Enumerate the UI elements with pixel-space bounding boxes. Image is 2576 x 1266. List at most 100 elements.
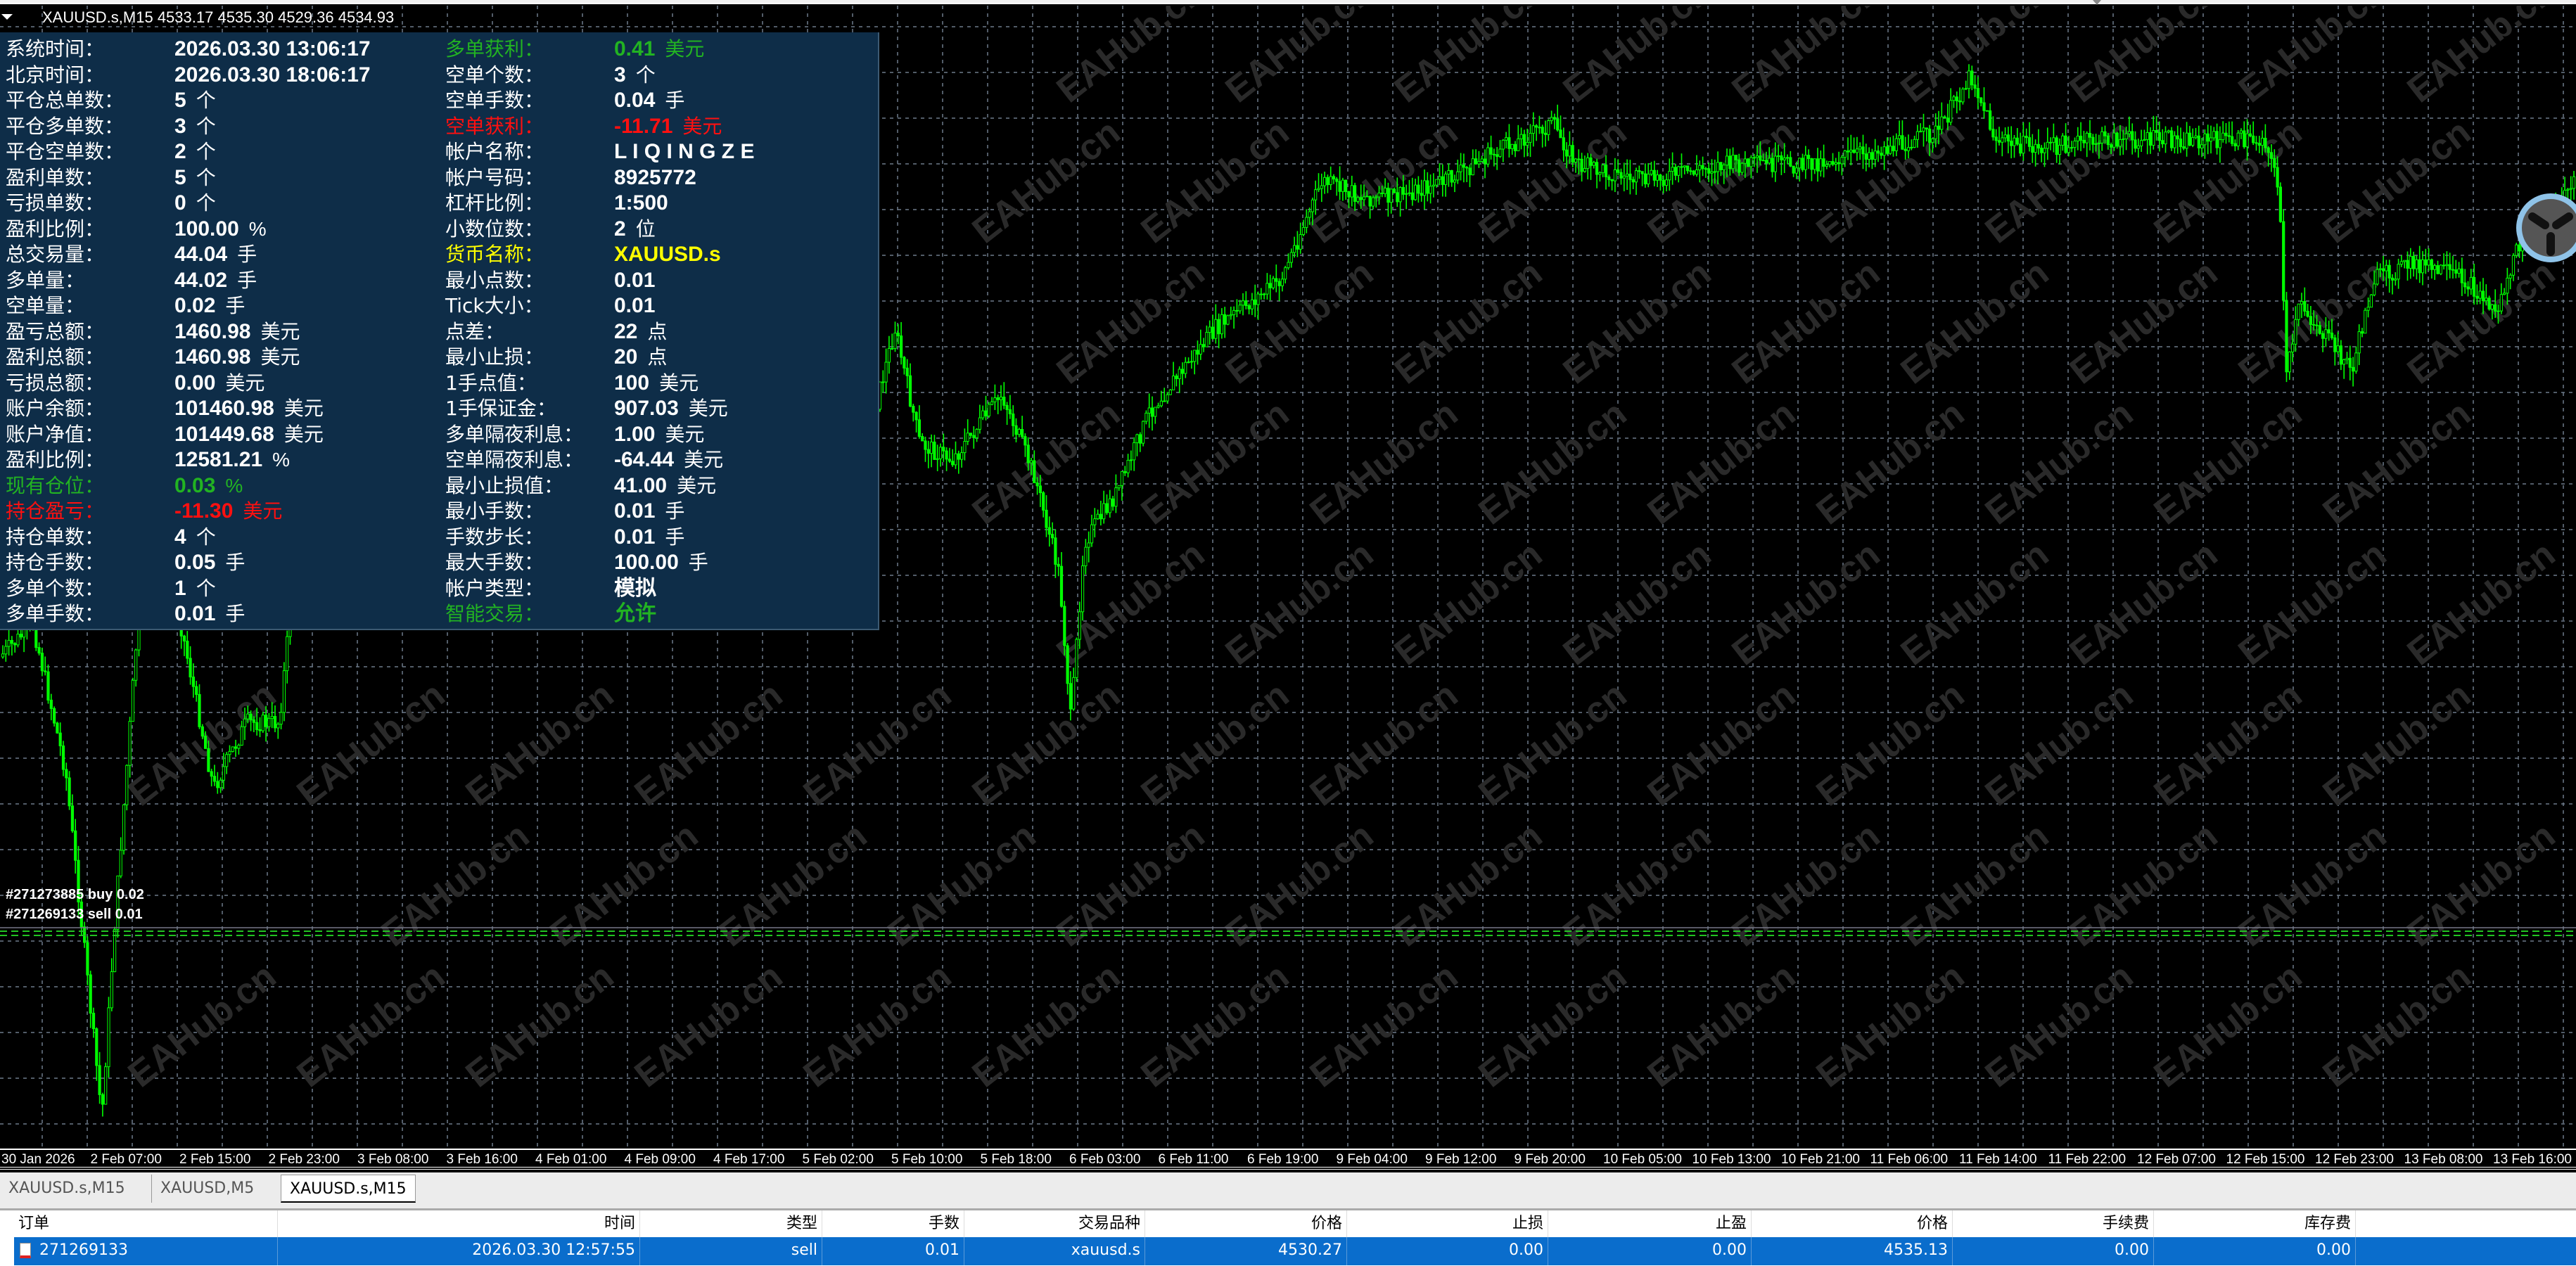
column-header[interactable]: 止盈 [1548, 1210, 1752, 1237]
watermark-text: EAHub.cn [290, 674, 452, 814]
candle-body [924, 440, 927, 450]
column-header[interactable]: 手数 [822, 1210, 964, 1237]
info-row: 账户净值： 101449.68 美元 [6, 422, 442, 447]
candle-body [1607, 176, 1611, 180]
table-row[interactable]: 271269133 2026.03.30 12:57:55 sell 0.01 xauu… [14, 1237, 2576, 1265]
candle-body [1069, 683, 1073, 710]
watermark-text: EAHub.cn [2316, 674, 2478, 814]
column-header[interactable]: 交易品种 [964, 1210, 1145, 1237]
candle-body [2027, 137, 2032, 147]
candle-body [1014, 425, 1018, 435]
candle-body [1301, 226, 1306, 235]
candle-body [1686, 165, 1690, 172]
candle-body [1617, 169, 1620, 173]
column-header[interactable]: 时间 [278, 1210, 640, 1237]
candle-body [1931, 138, 1934, 143]
candle-body [79, 901, 83, 928]
info-value: 1460.98 美元 [174, 320, 300, 344]
unit-text: 手 [237, 269, 257, 291]
chart-shift-marker-icon[interactable] [2093, 0, 2101, 5]
column-header[interactable]: 订单 [14, 1210, 278, 1237]
column-header[interactable]: 类型 [640, 1210, 822, 1237]
candle-body [1943, 116, 1946, 119]
time-axis-label: 9 Feb 12:00 [1425, 1152, 1497, 1167]
candle-body [1640, 171, 1644, 174]
candle-body [908, 375, 912, 407]
info-value: 22 点 [614, 320, 667, 344]
time-axis-label: 2 Feb 15:00 [179, 1152, 251, 1167]
info-value: -11.71 美元 [614, 115, 722, 139]
info-label: 空单隔夜利息： [445, 448, 584, 471]
value-text: 0.04 [614, 89, 656, 112]
ea-info-panel: 系统时间： 2026.03.30 13:06:17 北京时间： 2026.03.30 … [0, 32, 879, 630]
candle-body [1952, 96, 1956, 101]
trade-label: #271269133 sell 0.01 [6, 907, 143, 922]
info-row: 现有仓位： 0.03% [6, 473, 442, 499]
table-cell: 271269133 [14, 1237, 278, 1265]
candle-body [1096, 513, 1099, 520]
watermark-text: EAHub.cn [2231, 534, 2394, 674]
value-text: L I Q I N G Z E [614, 140, 755, 163]
time-axis-label: 11 Feb 14:00 [1959, 1152, 2037, 1167]
time-axis-label: 5 Feb 02:00 [802, 1152, 874, 1167]
candle-body [1834, 162, 1837, 165]
tab-xauusd-m5[interactable]: XAUUSD,M5 [151, 1175, 262, 1203]
candle-body [2164, 132, 2167, 145]
candle-body [1005, 404, 1009, 410]
tab-xauusd-s-m15[interactable]: XAUUSD.s,M15 [8, 1179, 125, 1197]
candle-body [1, 653, 5, 658]
watermark-text: EAHub.cn [1134, 674, 1296, 814]
column-header[interactable]: 手续费 [1953, 1210, 2154, 1237]
table-cell: 2026.03.30 12:57:55 [278, 1237, 640, 1265]
candle-body [2085, 132, 2089, 143]
candle-body [1794, 167, 1799, 174]
info-row: 最小止损值： 41.00 美元 [445, 473, 881, 499]
column-header[interactable]: 价格 [1752, 1210, 1953, 1237]
candle-body [1913, 139, 1916, 148]
time-axis-label: 9 Feb 04:00 [1336, 1152, 1408, 1167]
column-header[interactable]: 价格 [1145, 1210, 1347, 1237]
tab-xauusd-s-m15-active[interactable]: XAUUSD.s,M15 [281, 1175, 416, 1203]
info-label: 账户余额： [6, 397, 105, 420]
candle-body [2248, 133, 2252, 136]
unit-text: 个 [635, 63, 656, 86]
candle-body [1747, 158, 1750, 167]
watermark-text: EAHub.cn [374, 815, 537, 955]
candle-body [2503, 293, 2506, 295]
candle-body [1398, 186, 1402, 203]
watermark-text: EAHub.cn [1303, 956, 1465, 1096]
candle-body [1326, 177, 1330, 186]
candle-body [1332, 176, 1336, 180]
table-cell: 0.00 [1347, 1237, 1548, 1265]
info-label: 空单手数： [445, 89, 544, 112]
watermark-text: EAHub.cn [1978, 956, 2141, 1096]
candle-body [2043, 148, 2046, 153]
candle-body [2252, 135, 2255, 143]
candle-body [1722, 165, 1726, 170]
candle-body [261, 715, 264, 731]
candle-body [2245, 133, 2249, 148]
info-label: 多单量： [6, 268, 85, 292]
unit-text: 个 [196, 89, 216, 111]
value-text: 22 [614, 319, 638, 343]
candle-body [1880, 153, 1883, 156]
candle-body [191, 677, 195, 687]
watermark-text: EAHub.cn [1640, 674, 1803, 814]
candle-body [938, 447, 943, 459]
candle-body [1868, 152, 1871, 160]
candle-body [2221, 132, 2225, 141]
column-header[interactable]: 库存费 [2154, 1210, 2356, 1237]
price-chart[interactable]: EAHub.cn EAHub.cn EAHub.cn EAHub.cn EAHub.cn… [0, 6, 2576, 1149]
column-header[interactable]: 止损 [1347, 1210, 1548, 1237]
candle-body [2176, 135, 2179, 140]
candle-body [2170, 130, 2174, 148]
candle-body [1320, 185, 1323, 189]
panel-collapse-icon[interactable] [1, 14, 13, 20]
candle-body [1450, 170, 1453, 183]
candle-body [1217, 319, 1220, 335]
info-row: 亏损总额： 0.00 美元 [6, 371, 442, 396]
time-axis-label: 4 Feb 01:00 [535, 1152, 607, 1167]
candle-body [1656, 174, 1659, 181]
candle-body [1946, 117, 1950, 123]
